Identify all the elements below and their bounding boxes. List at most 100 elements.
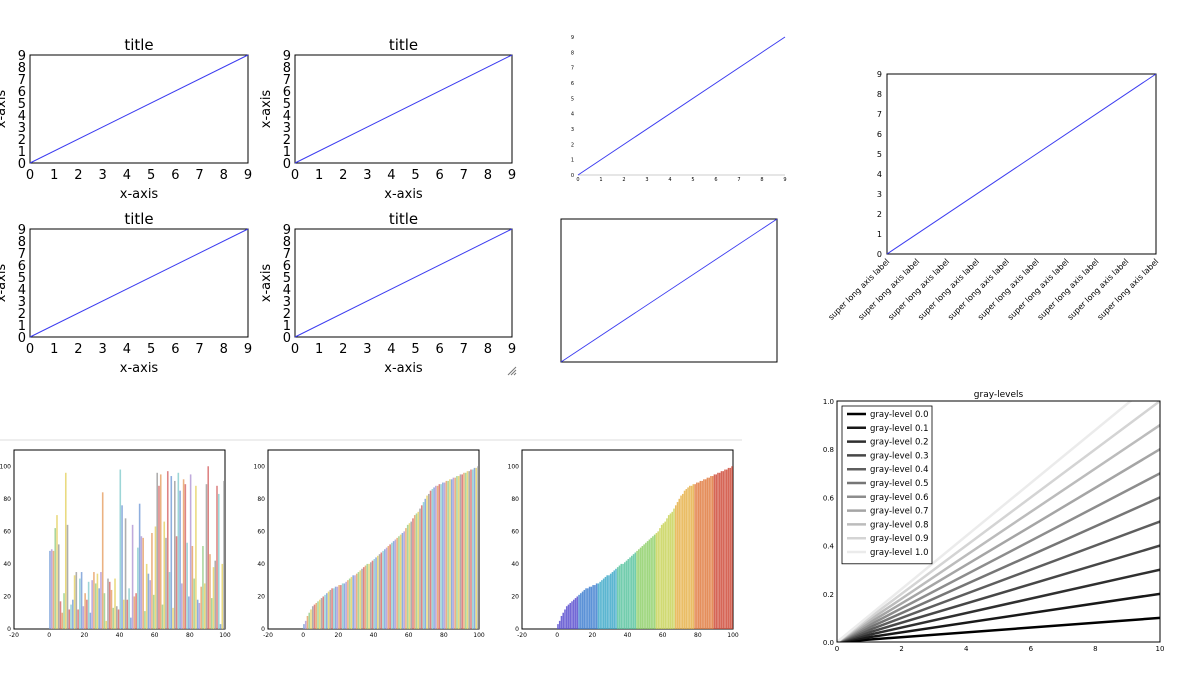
y-tick-label: 4 bbox=[571, 112, 574, 118]
bar bbox=[54, 528, 57, 629]
x-tick-label: 40 bbox=[370, 632, 378, 639]
bar bbox=[655, 532, 658, 629]
bar bbox=[442, 482, 444, 629]
bar bbox=[687, 487, 689, 629]
bar bbox=[377, 555, 379, 629]
x-tick-label: 3 bbox=[99, 342, 107, 357]
bar bbox=[731, 466, 733, 629]
y-tick-label: 1 bbox=[18, 145, 26, 160]
bar bbox=[212, 567, 215, 629]
bar bbox=[422, 502, 425, 629]
bar bbox=[306, 615, 309, 629]
series-line bbox=[837, 592, 1160, 642]
bar bbox=[666, 518, 668, 629]
x-tick-label: 60 bbox=[659, 632, 667, 639]
x-tick-label: -20 bbox=[9, 632, 19, 639]
bar bbox=[722, 471, 725, 629]
y-tick-label: 1 bbox=[283, 319, 291, 334]
bar bbox=[308, 612, 311, 629]
bar bbox=[179, 490, 181, 629]
legend-label: gray-level 0.5 bbox=[870, 479, 928, 489]
x-tick-label: 3 bbox=[645, 177, 648, 183]
bar bbox=[650, 537, 652, 629]
y-tick-label: 4 bbox=[283, 283, 291, 298]
x-tick-label: 0 bbox=[26, 168, 34, 183]
bar bbox=[110, 589, 113, 629]
y-tick-label: 5 bbox=[283, 271, 291, 286]
bar bbox=[459, 474, 462, 629]
bar bbox=[94, 583, 97, 629]
y-tick-label: 6 bbox=[571, 81, 574, 87]
bar bbox=[631, 555, 633, 629]
series-line bbox=[837, 616, 1160, 642]
bar bbox=[334, 586, 337, 629]
bar bbox=[130, 617, 132, 629]
bar bbox=[119, 469, 122, 629]
bar bbox=[592, 585, 594, 629]
bar bbox=[701, 480, 703, 629]
bar bbox=[557, 624, 559, 629]
bar bbox=[627, 559, 630, 629]
bar bbox=[595, 583, 598, 629]
x-tick-label: 100 bbox=[473, 632, 485, 639]
bar bbox=[331, 588, 333, 629]
x-tick-label: 100 bbox=[219, 632, 231, 639]
bar bbox=[304, 620, 307, 629]
y-tick-label: 3 bbox=[18, 295, 26, 310]
y-tick-label: 3 bbox=[18, 121, 26, 136]
bar bbox=[175, 536, 178, 629]
bar bbox=[341, 583, 344, 629]
bar bbox=[128, 588, 130, 629]
y-tick-label: 0 bbox=[283, 331, 291, 346]
plot-title: title bbox=[124, 210, 153, 228]
bar bbox=[396, 537, 398, 629]
bar bbox=[463, 472, 465, 629]
bar bbox=[354, 575, 356, 629]
bar bbox=[115, 606, 118, 629]
y-tick-label: 20 bbox=[257, 593, 265, 600]
bar bbox=[151, 532, 153, 629]
bar bbox=[435, 485, 437, 629]
series-line bbox=[577, 36, 786, 176]
bar bbox=[380, 552, 383, 629]
y-tick-label: 80 bbox=[3, 496, 11, 503]
bar bbox=[623, 562, 626, 629]
series-line bbox=[837, 472, 1160, 642]
series-line bbox=[837, 496, 1160, 642]
bar bbox=[75, 572, 78, 629]
y-tick-label: 8 bbox=[18, 61, 26, 76]
legend-label: gray-level 0.9 bbox=[870, 534, 928, 544]
bar bbox=[471, 469, 474, 629]
y-tick-label: 2 bbox=[283, 307, 291, 322]
bar bbox=[590, 586, 593, 629]
bar bbox=[410, 521, 413, 629]
x-tick-label: 9 bbox=[244, 168, 252, 183]
x-tick-label: 7 bbox=[195, 342, 203, 357]
x-tick-label: 5 bbox=[411, 342, 419, 357]
bar bbox=[327, 591, 330, 629]
bar bbox=[174, 480, 176, 629]
plot-title: title bbox=[389, 36, 418, 54]
y-tick-label: 0.0 bbox=[823, 639, 834, 647]
x-tick-label: super long axis label bbox=[1096, 257, 1161, 322]
plot-title: title bbox=[124, 36, 153, 54]
x-tick-label: 5 bbox=[147, 168, 155, 183]
bar bbox=[165, 537, 167, 629]
bar bbox=[184, 484, 187, 629]
bar bbox=[350, 576, 353, 629]
bar bbox=[219, 624, 222, 629]
x-tick-label: 6 bbox=[436, 168, 444, 183]
bar bbox=[145, 563, 148, 629]
y-tick-label: 9 bbox=[283, 49, 291, 64]
y-tick-label: 4 bbox=[283, 109, 291, 124]
legend-label: gray-level 0.3 bbox=[870, 451, 928, 461]
bar bbox=[391, 542, 393, 629]
bar bbox=[599, 581, 601, 629]
bar bbox=[659, 528, 661, 629]
plot-frame bbox=[29, 54, 249, 164]
plot-title: gray-levels bbox=[974, 390, 1024, 400]
bar bbox=[696, 482, 698, 629]
bar bbox=[413, 515, 416, 629]
bar bbox=[63, 593, 65, 629]
y-tick-label: 9 bbox=[18, 49, 26, 64]
